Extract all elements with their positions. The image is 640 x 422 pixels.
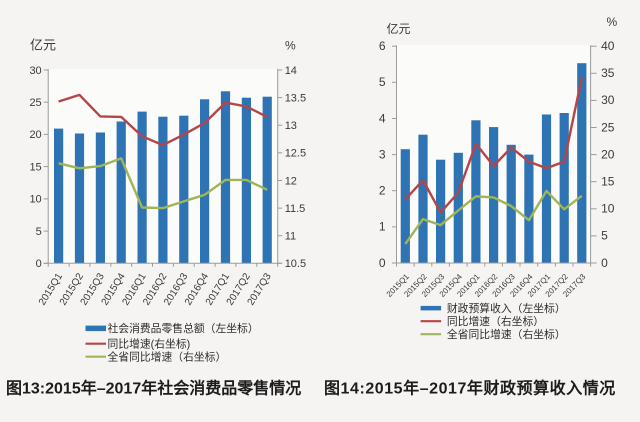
svg-text:15: 15 [601, 175, 615, 189]
svg-text:13: 13 [285, 120, 297, 132]
svg-text:11: 11 [285, 231, 296, 243]
svg-text:社会消费品零售总额（左坐标）: 社会消费品零售总额（左坐标） [108, 321, 259, 335]
svg-text:25: 25 [29, 97, 41, 109]
svg-text:11.5: 11.5 [285, 203, 306, 215]
svg-text:全省同比增速（右坐标）: 全省同比增速（右坐标） [108, 350, 227, 364]
svg-text:0: 0 [36, 258, 42, 270]
svg-text:30: 30 [29, 65, 41, 77]
svg-text:14: 14 [285, 65, 297, 77]
svg-text:20: 20 [601, 147, 615, 161]
svg-text:3: 3 [379, 147, 386, 161]
svg-text:0: 0 [601, 256, 608, 270]
svg-text:30: 30 [601, 93, 615, 107]
svg-text:同比增速（右坐标）: 同比增速（右坐标） [447, 314, 544, 328]
svg-text:2: 2 [379, 184, 386, 198]
svg-text:10: 10 [601, 202, 615, 216]
svg-text:5: 5 [36, 226, 42, 238]
svg-text:图14:2015年–2017年财政预算收入情况: 图14:2015年–2017年财政预算收入情况 [324, 379, 616, 398]
svg-text:5: 5 [379, 75, 386, 89]
svg-text:25: 25 [601, 120, 615, 134]
svg-text:%: % [607, 15, 618, 29]
svg-text:10: 10 [29, 194, 41, 206]
svg-text:6: 6 [379, 39, 386, 53]
svg-text:20: 20 [29, 129, 41, 141]
svg-text:全省同比增速（右坐标）: 全省同比增速（右坐标） [447, 327, 566, 341]
svg-text:12.5: 12.5 [285, 148, 306, 160]
svg-text:同比增速(右坐标): 同比增速(右坐标) [108, 337, 191, 351]
svg-text:5: 5 [601, 229, 608, 243]
svg-text:4: 4 [379, 111, 386, 125]
svg-text:13.5: 13.5 [285, 92, 306, 104]
svg-text:15: 15 [29, 161, 41, 173]
svg-text:0: 0 [379, 256, 386, 270]
svg-text:10.5: 10.5 [285, 258, 306, 270]
svg-text:35: 35 [601, 66, 615, 80]
svg-text:40: 40 [601, 39, 615, 53]
svg-text:亿元: 亿元 [387, 21, 411, 36]
svg-text:亿元: 亿元 [30, 38, 56, 53]
svg-text:图13:2015年–2017年社会消费品零售情况: 图13:2015年–2017年社会消费品零售情况 [6, 379, 301, 398]
svg-text:1: 1 [379, 220, 386, 234]
svg-text:12: 12 [285, 175, 297, 187]
svg-text:%: % [285, 39, 296, 53]
svg-text:财政预算收入（左坐标）: 财政预算收入（左坐标） [447, 301, 566, 315]
